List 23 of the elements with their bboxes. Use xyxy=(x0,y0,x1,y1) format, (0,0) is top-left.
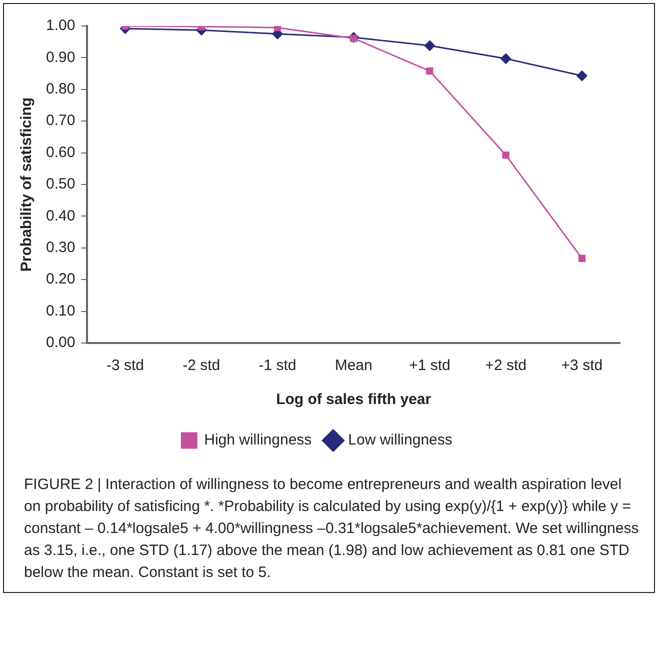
x-tick-label: +2 std xyxy=(485,357,526,374)
y-tick-label: 0.20 xyxy=(46,270,76,288)
x-tick-label: +3 std xyxy=(561,357,603,374)
y-tick-label: 0.80 xyxy=(46,80,76,98)
x-tick-label: -1 std xyxy=(258,357,296,374)
legend-label: High willingness xyxy=(204,432,312,449)
y-tick-label: 0.30 xyxy=(46,239,76,256)
x-axis-title: Log of sales fifth year xyxy=(276,391,432,408)
x-tick-label: -3 std xyxy=(106,357,144,374)
x-tick-label: +1 std xyxy=(409,357,450,374)
y-tick-label: 0.60 xyxy=(46,144,76,161)
y-tick-label: 0.00 xyxy=(46,334,76,352)
y-tick-label: 0.90 xyxy=(46,48,76,66)
y-tick-label: 0.50 xyxy=(46,176,76,193)
y-axis-title: Probability of satisficing xyxy=(18,97,36,272)
legend-label: Low willingness xyxy=(348,432,452,449)
y-tick-label: 0.10 xyxy=(46,302,76,320)
y-tick-label: 0.40 xyxy=(46,207,76,224)
y-tick-label: 0.70 xyxy=(46,112,76,130)
x-tick-label: -2 std xyxy=(182,357,220,374)
x-tick-label: Mean xyxy=(334,357,372,374)
y-tick-label: 1.00 xyxy=(46,17,76,34)
caption: FIGURE 2 | Interaction of willingness to become entrepreneurs and wealth aspiration level on probability of satisficing *. *Probability is calculated by using exp(y)/{1 + exp(y)} while y = constant – 0.14*logsale5 + 4.00*willingness –0.31*logsale5*achievement. We set willingness as 3.15, i.e., one STD (1.17) above the mean (1.98) and low achievement as 0.81 one STD below the mean. Constant is set to 5. xyxy=(24,475,640,583)
